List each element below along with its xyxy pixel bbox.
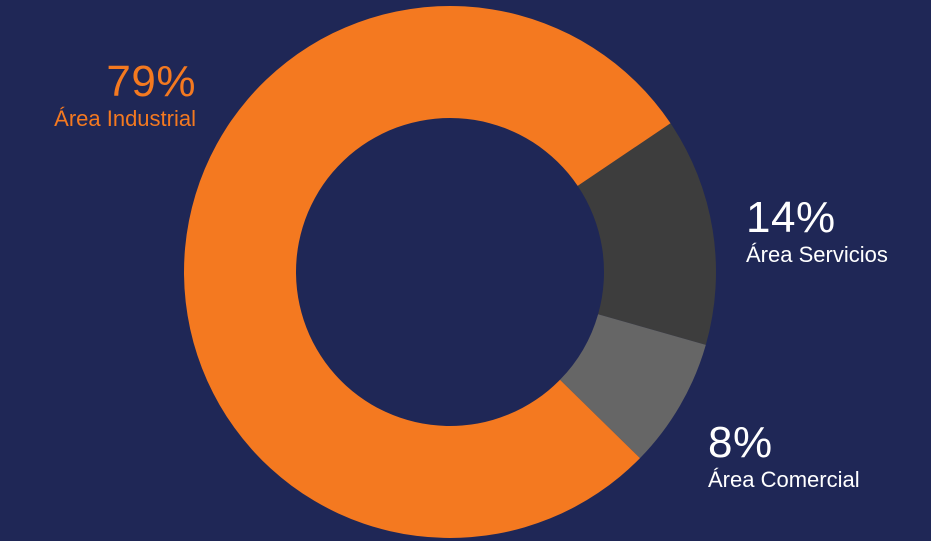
label-comercial: 8% Área Comercial: [708, 421, 860, 491]
label-servicios-name: Área Servicios: [746, 242, 888, 267]
label-industrial-percent: 79%: [106, 57, 196, 106]
label-servicios: 14% Área Servicios: [746, 196, 888, 266]
label-servicios-percent: 14%: [746, 193, 836, 242]
label-industrial-name: Área Industrial: [54, 106, 196, 131]
slice-comercial: [559, 314, 706, 459]
label-industrial: 79% Área Industrial: [22, 60, 196, 130]
label-comercial-percent: 8%: [708, 418, 773, 467]
slice-servicios: [577, 123, 716, 345]
slice-industrial: [184, 6, 671, 539]
label-comercial-name: Área Comercial: [708, 467, 860, 492]
